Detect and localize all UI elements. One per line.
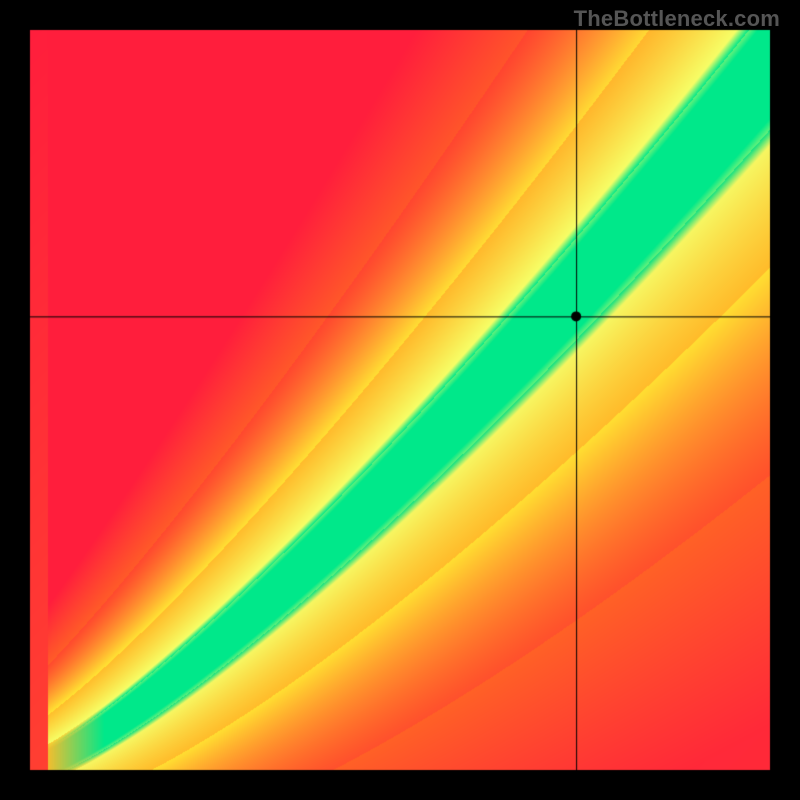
watermark-label: TheBottleneck.com [574, 6, 780, 32]
bottleneck-chart: TheBottleneck.com [0, 0, 800, 800]
heatmap-canvas [0, 0, 800, 800]
